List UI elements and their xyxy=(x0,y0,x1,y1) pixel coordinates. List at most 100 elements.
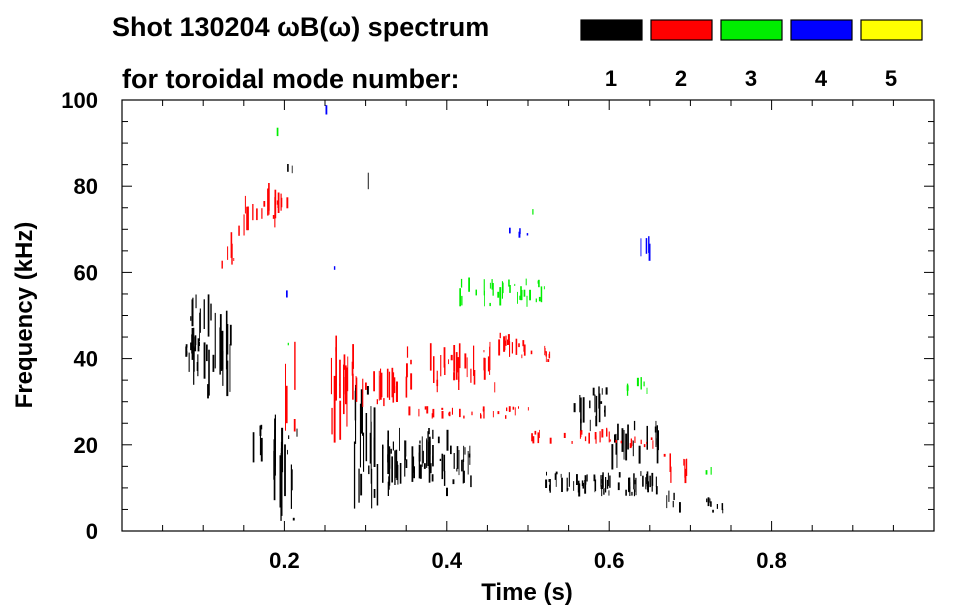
spectrum-streak xyxy=(489,302,491,307)
spectrum-streak xyxy=(395,386,398,402)
spectrum-streak xyxy=(451,407,453,415)
spectrum-streak xyxy=(509,341,511,357)
spectrum-streak xyxy=(203,342,206,379)
series-n=2-band-2 xyxy=(261,183,289,228)
spectrum-streak xyxy=(291,469,293,491)
spectrum-streak xyxy=(630,438,632,447)
spectrum-streak xyxy=(388,371,391,400)
spectrum-streak xyxy=(526,295,528,307)
spectrum-streak xyxy=(456,352,457,378)
legend-label-1: 1 xyxy=(605,66,617,91)
spectrum-streak xyxy=(221,260,223,269)
spectrum-streak xyxy=(497,411,500,415)
spectrum-streak xyxy=(390,448,392,454)
series-n=1-band-9 xyxy=(545,471,658,497)
spectrum-streak xyxy=(197,338,200,352)
series-n=3 xyxy=(276,127,712,475)
spectrum-streak xyxy=(391,456,393,483)
spectrum-streak xyxy=(518,343,520,348)
spectrum-streak xyxy=(461,295,463,306)
spectrum-streak xyxy=(634,479,636,485)
spectrum-streak xyxy=(419,440,421,444)
spectrum-streak xyxy=(643,381,645,387)
spectrum-streak xyxy=(339,400,342,440)
spectrum-streak xyxy=(646,425,648,450)
spectrum-streak xyxy=(448,412,450,416)
spectrum-streak xyxy=(614,434,616,443)
spectrum-streak xyxy=(499,332,501,339)
spectrum-streak xyxy=(628,478,630,492)
x-tick-label: 0.6 xyxy=(594,548,625,573)
series-n=1 xyxy=(185,164,724,521)
spectrum-streak xyxy=(256,208,258,221)
series-n=4-band-3 xyxy=(509,227,529,238)
axes: 0.2 0.4 0.6 0.8 0 20 40 60 80 100 xyxy=(61,88,935,573)
series-n=1-band-4 xyxy=(287,164,293,174)
spectrum-streak xyxy=(287,449,288,455)
spectrum-streak xyxy=(404,455,406,461)
spectrum-streak xyxy=(560,473,562,478)
spectrum-streak xyxy=(540,286,543,303)
spectrum-streak xyxy=(531,433,533,442)
spectrum-streak xyxy=(548,479,550,482)
spectrum-streak xyxy=(712,509,714,513)
spectrum-streak xyxy=(259,434,261,456)
spectrum-streak xyxy=(537,432,540,444)
spectrum-streak xyxy=(625,489,627,496)
spectrum-streak xyxy=(518,231,521,238)
series-n=2-band-6 xyxy=(406,341,496,393)
spectrum-streak xyxy=(387,481,389,496)
spectrum-streak xyxy=(351,361,354,376)
spectrum-streak xyxy=(633,489,635,497)
spectrum-streak xyxy=(502,282,504,294)
spectrum-streak xyxy=(684,459,686,478)
spectrum-streak xyxy=(716,504,718,509)
spectrum-streak xyxy=(705,470,708,475)
spectrum-streak xyxy=(586,474,588,482)
spectrum-streak xyxy=(280,453,283,516)
spectrum-streak xyxy=(475,289,477,296)
spectrum-streak xyxy=(656,438,659,464)
spectrum-streak xyxy=(578,483,581,497)
spectrum-streak xyxy=(561,477,563,492)
spectrum-streak xyxy=(686,458,688,476)
spectrum-streak xyxy=(463,415,465,419)
series-n=1-band-13 xyxy=(706,497,724,514)
spectrum-streak xyxy=(672,500,674,508)
spectrum-streak xyxy=(615,433,617,455)
spectrum-streak xyxy=(452,479,455,485)
spectrum-streak xyxy=(203,299,205,329)
spectrum-streak xyxy=(247,206,249,231)
spectrum-streak xyxy=(281,197,283,208)
spectrum-streak xyxy=(458,343,461,369)
spectrum-streak xyxy=(594,479,597,491)
spectrum-streak xyxy=(273,439,276,501)
spectrum-streak xyxy=(588,432,590,444)
y-axis-label: Frequency (kHz) xyxy=(11,222,38,409)
spectrum-streak xyxy=(378,370,380,401)
spectrum-streak xyxy=(397,464,399,485)
spectrum-streak xyxy=(207,384,209,399)
plot-frame xyxy=(121,99,935,532)
spectrum-streak xyxy=(721,503,724,511)
spectrum-streak xyxy=(355,377,358,402)
spectrum-streak xyxy=(710,467,712,475)
spectrum-streak xyxy=(595,395,598,416)
spectrum-streak xyxy=(352,373,354,400)
spectrum-streak xyxy=(277,201,280,208)
spectrum-streak xyxy=(606,479,609,489)
spectrum-streak xyxy=(448,359,449,365)
spectrum-streak xyxy=(617,423,619,441)
spectrum-streak xyxy=(423,463,426,469)
spectrum-streak xyxy=(593,474,596,482)
spectrum-streak xyxy=(545,479,548,488)
spectrum-streak xyxy=(649,475,651,488)
series-n=4 xyxy=(286,105,651,298)
spectrum-streak xyxy=(599,431,601,443)
spectrum-streak xyxy=(483,409,485,419)
spectrum-streak xyxy=(504,340,506,351)
spectrum-streak xyxy=(441,411,444,419)
spectrum-streak xyxy=(668,490,670,502)
spectrum-streak xyxy=(380,368,382,386)
spectrum-streak xyxy=(395,449,398,478)
